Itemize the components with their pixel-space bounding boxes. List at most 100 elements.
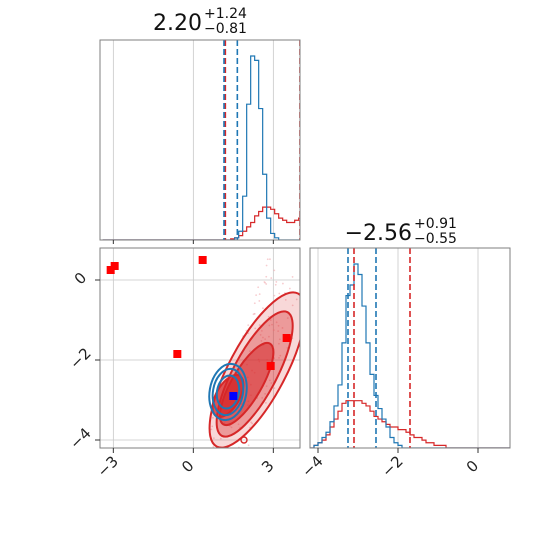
hist-p1-red-histogram [102,206,300,240]
sample-point [255,294,258,297]
sample-point [279,354,282,357]
sample-point [257,286,260,289]
sample-point [259,333,262,336]
sample-point [284,298,287,301]
sample-point [212,445,215,448]
sample-point [265,283,268,285]
hist-p2-x-tick-label: −4 [298,452,326,480]
sample-point [281,282,284,285]
sample-point [272,329,275,331]
blue-contour-1 [208,362,248,422]
sample-point [291,276,294,278]
red-outlier-contour [240,436,248,444]
sample-point [250,421,253,424]
sample-point [201,456,203,458]
sample-point [267,315,270,318]
sample-point [263,281,266,283]
scatter-x-tick-label: 0 [178,457,197,476]
sample-point [275,321,278,324]
sample-point [265,275,268,278]
hist-p2-series-group [310,248,510,448]
sample-point [219,437,222,440]
blue-contour-2 [211,367,245,417]
sample-point [234,467,236,469]
sample-point [237,475,239,477]
red-square-marker [110,262,119,270]
sample-point [291,304,294,307]
hist-p2-title: −2.56 +0.91−0.55 [345,216,457,247]
sample-point [254,327,257,330]
sample-point [268,324,271,327]
sample-point [274,283,277,286]
sample-point [249,451,251,453]
sample-point [266,258,269,261]
hist-p2-title-upper-error: +0.91 [414,216,457,232]
sample-point [201,455,203,457]
sample-point [270,382,273,384]
sample-point [260,330,263,332]
sample-point [210,428,213,431]
sample-point [232,466,234,468]
scatter-series-group [106,256,308,488]
sample-point [278,342,280,345]
sample-point [273,294,276,297]
scatter-frame [99,247,301,449]
sample-point [230,476,232,478]
scatter-y-tick-label: −2 [66,344,94,372]
sample-point [247,454,249,456]
sample-point [211,425,214,428]
sample-point [262,307,264,310]
hist-p1-title-value: 2.20 [153,11,202,36]
hist-p1-title: 2.20 +1.24−0.81 [153,6,247,37]
hist-p1-title-lower-error: −0.81 [204,21,247,37]
sample-point [261,397,264,399]
hist-p2-x-tick-label: 0 [463,457,482,476]
sample-point [286,317,289,319]
sample-point [240,486,242,488]
sample-point [237,423,240,426]
sample-point [228,458,230,460]
sample-point [264,338,267,341]
hist-p2-title-lower-error: −0.55 [414,231,457,247]
sample-point [278,292,281,295]
sample-point [301,305,303,307]
sample-point [277,324,280,327]
sample-point [212,416,214,419]
sample-point [203,452,205,454]
hist-p2-x-tick-label: −2 [378,452,406,480]
sample-point [306,296,308,298]
hist-p1-frame [99,39,301,241]
sample-point [288,287,291,290]
sample-point [264,392,266,395]
hist-p2-blue-histogram [310,263,510,448]
sample-point [247,324,250,327]
sample-point [278,338,281,341]
sample-point [269,258,271,261]
sample-point [301,309,303,311]
hist-p1-blue-histogram [102,55,300,240]
sample-point [258,293,261,296]
sample-point [211,451,213,453]
sample-point [275,281,278,283]
hist-p2-red-histogram [310,400,510,448]
red-square-marker [282,334,291,342]
red-square-marker [266,362,275,370]
sample-point [269,319,272,322]
sample-point [245,470,247,472]
sample-point [265,264,268,267]
red-square-marker [173,350,182,358]
sample-point [247,444,250,447]
hist-p1-series-group [102,40,300,240]
sample-point [245,472,247,474]
sample-point [262,336,264,339]
sample-point [253,312,256,315]
sample-point [306,288,308,290]
scatter-x-tick-label: 3 [258,457,277,476]
red-square-marker [198,256,207,264]
sample-point [300,282,302,284]
sample-point [271,323,273,326]
blue-contour-3 [215,374,241,410]
sample-point [241,467,243,469]
